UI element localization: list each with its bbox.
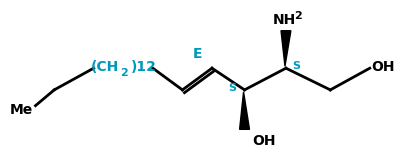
Polygon shape [240, 92, 249, 129]
Text: S: S [229, 83, 237, 93]
Text: OH: OH [253, 134, 276, 148]
Text: (CH: (CH [91, 60, 119, 74]
Text: OH: OH [372, 60, 395, 74]
Text: 2: 2 [294, 11, 302, 21]
Polygon shape [281, 31, 291, 66]
Text: E: E [192, 47, 202, 61]
Text: Me: Me [10, 103, 34, 117]
Text: )12: )12 [131, 60, 157, 74]
Text: S: S [292, 61, 300, 71]
Text: 2: 2 [120, 68, 128, 78]
Text: NH: NH [273, 13, 296, 27]
